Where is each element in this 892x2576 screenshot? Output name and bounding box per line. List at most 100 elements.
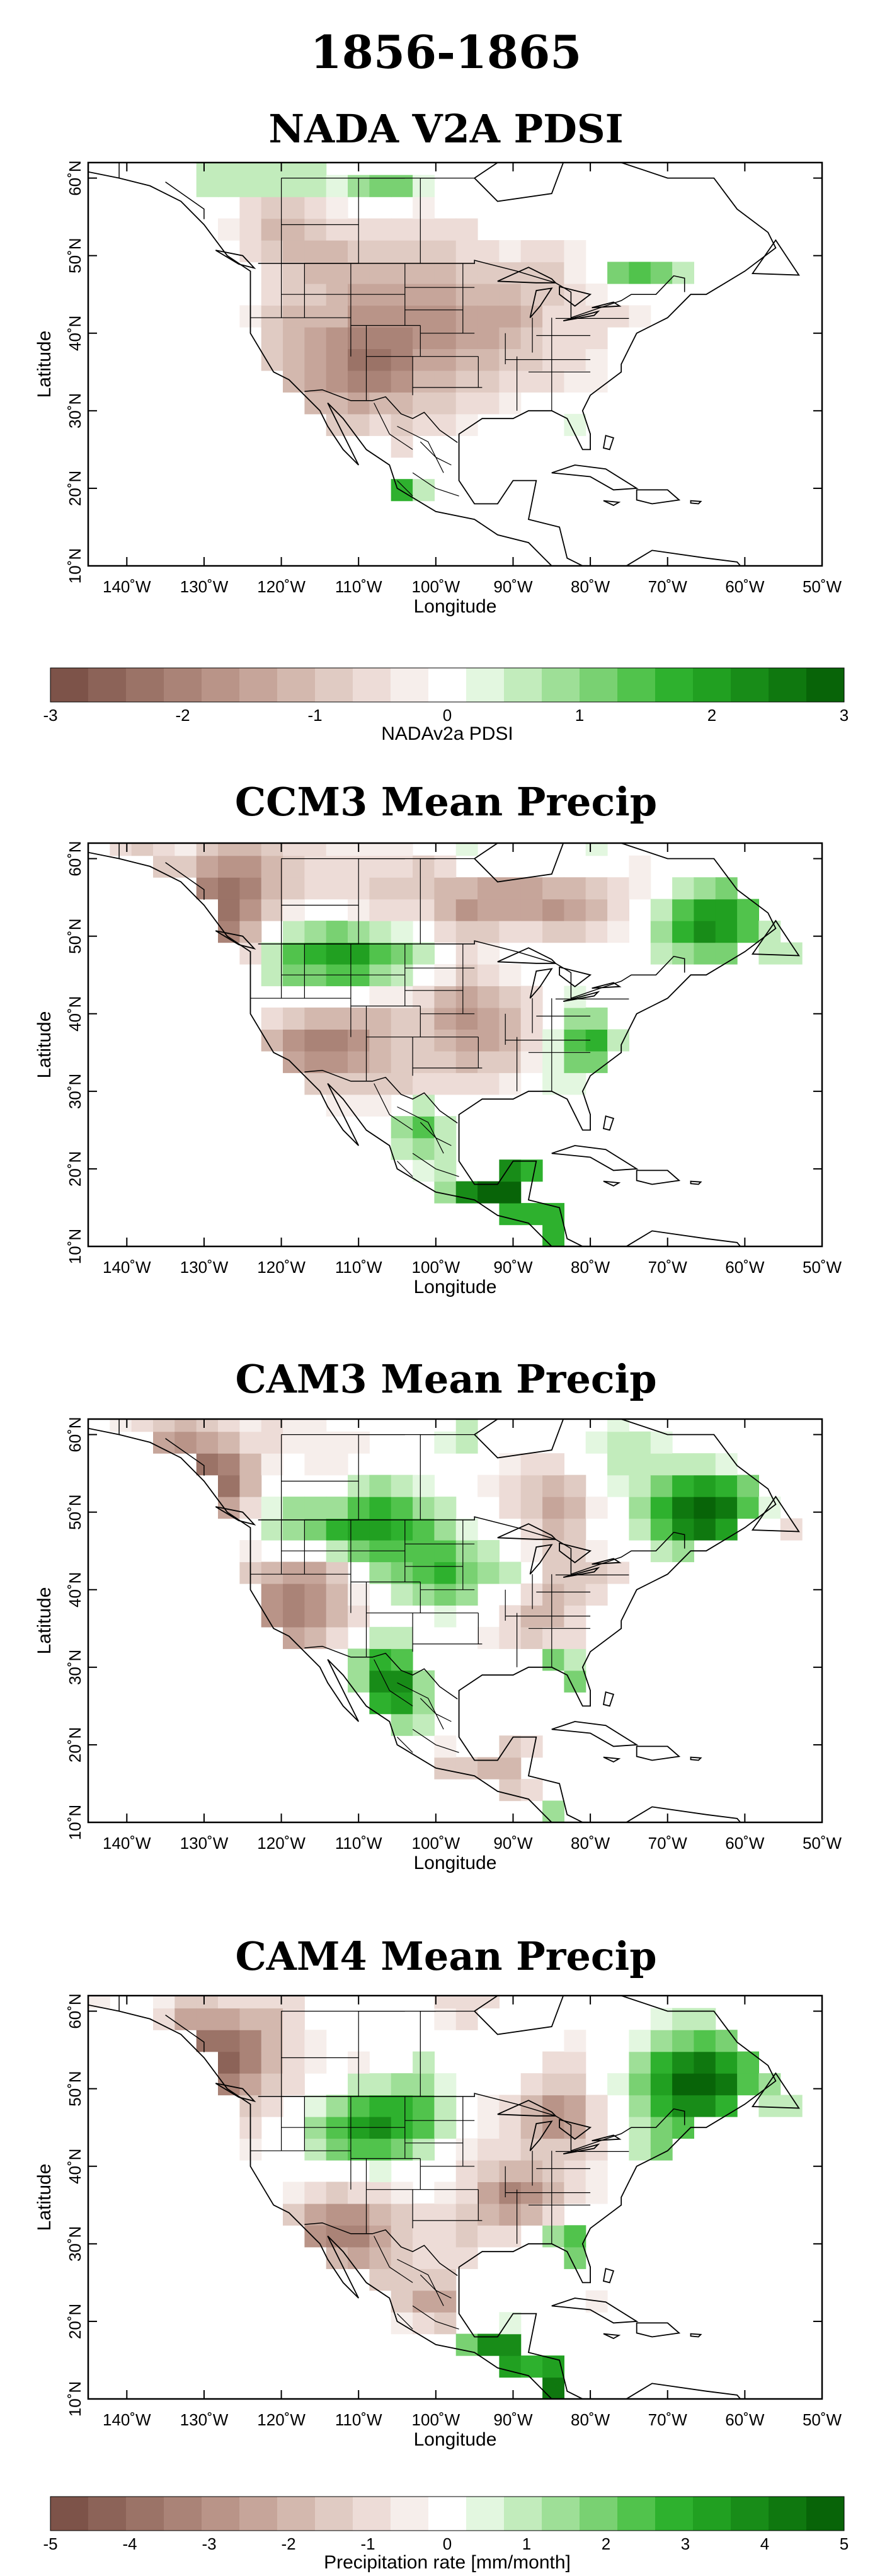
grid-cell — [326, 413, 348, 436]
grid-cell — [737, 921, 759, 943]
grid-cell — [283, 1497, 305, 1519]
lat-tick-label: 60˚N — [66, 1993, 84, 2028]
grid-cell — [283, 843, 305, 856]
grid-cell — [369, 1072, 392, 1095]
grid-cell — [369, 1050, 392, 1073]
grid-cell — [455, 370, 478, 393]
coastline — [603, 1756, 621, 1763]
grid-cell — [499, 2203, 522, 2226]
lake-outline — [559, 1542, 592, 1563]
grid-cell — [239, 843, 262, 856]
lake-outline — [497, 2100, 558, 2117]
lat-tick-label: 20˚N — [66, 1727, 84, 1762]
grid-cell — [650, 2073, 673, 2096]
grid-cell — [477, 240, 500, 263]
grid-cell — [650, 1497, 673, 1519]
grid-cell — [391, 1050, 413, 1073]
grid-cell — [218, 218, 240, 241]
grid-cell — [326, 2095, 348, 2117]
grid-cell — [326, 240, 348, 263]
grid-cell — [477, 305, 500, 328]
grid-cell — [585, 899, 608, 921]
panel-title-cam3: CAM3 Mean Precip — [235, 1356, 657, 1402]
grid-cell — [434, 1540, 457, 1563]
grid-cell — [520, 1203, 543, 1226]
grid-cell — [391, 1648, 413, 1671]
grid-cell — [715, 1453, 738, 1476]
grid-cell — [369, 1475, 392, 1497]
grid-cell — [520, 1626, 543, 1649]
grid-cell — [434, 413, 457, 436]
grid-cell — [629, 1518, 651, 1541]
colorbar-swatch — [164, 2497, 202, 2531]
grid-cell — [218, 163, 240, 176]
grid-cell — [261, 2095, 283, 2117]
grid-cell — [434, 2008, 457, 2030]
grid-cell — [455, 1561, 478, 1584]
plot-frame — [87, 1994, 823, 2400]
grid-cell — [348, 305, 370, 328]
grid-cell — [239, 2073, 262, 2096]
coastline — [636, 1170, 681, 1185]
lat-tick-label: 20˚N — [66, 471, 84, 506]
grid-cell — [304, 1431, 327, 1454]
grid-cell — [369, 1029, 392, 1052]
grid-cell — [218, 1431, 240, 1454]
grid-cell — [542, 1583, 564, 1606]
grid-cell — [499, 240, 522, 263]
grid-cell — [326, 843, 348, 856]
grid-cell — [434, 921, 457, 943]
national-border — [258, 260, 685, 319]
grid-cell — [348, 2095, 370, 2117]
colorbar-tick-label: 1 — [522, 2534, 531, 2553]
grid-cell — [369, 921, 392, 943]
coastline — [690, 1180, 702, 1185]
colorbar-swatch — [88, 668, 127, 702]
state-border — [412, 1728, 459, 1753]
grid-cell — [110, 1419, 132, 1432]
grid-cell — [413, 1518, 435, 1541]
grid-cell — [283, 2008, 305, 2030]
grid-cell — [413, 986, 435, 1008]
grid-cell — [499, 986, 522, 1008]
grid-cell — [564, 877, 586, 900]
grid-cell — [369, 942, 392, 965]
lake-outline — [559, 966, 592, 987]
grid-cell — [564, 899, 586, 921]
colorbar-swatch — [315, 668, 353, 702]
grid-cell — [174, 1431, 197, 1454]
grid-cell — [196, 843, 219, 856]
grid-cell — [780, 2095, 803, 2117]
grid-cell — [455, 392, 478, 415]
grid-cell — [391, 1713, 413, 1736]
grid-cell — [369, 1670, 392, 1693]
grid-cell — [434, 855, 457, 878]
lat-tick-label: 10˚N — [66, 1805, 84, 1840]
grid-cell — [218, 175, 240, 197]
grid-cell — [283, 240, 305, 263]
grid-cell — [434, 2073, 457, 2096]
grid-cell — [413, 284, 435, 306]
national-border — [258, 940, 685, 999]
lon-tick-label: 90˚W — [493, 1834, 533, 1853]
grid-cell — [413, 2268, 435, 2291]
colorbar-swatch — [391, 668, 429, 702]
grid-cell — [261, 2030, 283, 2052]
grid-cell — [196, 855, 219, 878]
grid-cell — [520, 326, 543, 349]
colorbar-swatch — [504, 668, 542, 702]
grid-cell — [520, 1735, 543, 1758]
grid-cell — [607, 1453, 629, 1476]
grid-cell — [261, 284, 283, 306]
grid-cell — [434, 2117, 457, 2139]
colorbar-swatch — [391, 2497, 429, 2531]
grid-cell — [413, 2138, 435, 2161]
lat-tick-label: 10˚N — [66, 1229, 84, 1264]
grid-cell — [737, 2051, 759, 2074]
grid-cell — [326, 2203, 348, 2226]
grid-cell — [283, 197, 305, 219]
grid-cell — [413, 197, 435, 219]
grid-cell — [326, 2138, 348, 2161]
grid-cell — [304, 2138, 327, 2161]
grid-cell — [261, 218, 283, 241]
